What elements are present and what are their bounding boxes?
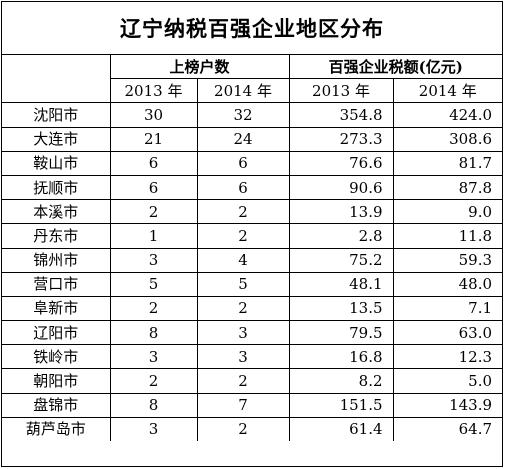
tax-table: 上榜户数 百强企业税额(亿元) 2013 年 2014 年 2013 年 201… (2, 55, 503, 441)
tax-2014-cell: 7.1 (392, 295, 503, 322)
count-2014-cell: 4 (196, 247, 290, 273)
table-row: 铁岭市 3 3 16.8 12.3 (2, 344, 503, 370)
city-cell: 朝阳市 (2, 368, 111, 394)
tax-2014-cell: 308.6 (392, 126, 503, 152)
city-cell: 锦州市 (2, 247, 111, 273)
count-2014-cell: 2 (196, 368, 290, 394)
table-row: 抚顺市 6 6 90.6 87.8 (2, 174, 503, 201)
count-2013-cell: 3 (109, 416, 198, 441)
header-count-group: 上榜户数 (109, 55, 290, 80)
header-row-years: 2013 年 2014 年 2013 年 2014 年 (2, 78, 503, 104)
city-cell: 铁岭市 (2, 344, 111, 370)
tax-2014-cell: 59.3 (392, 247, 503, 273)
count-2014-cell: 32 (196, 102, 290, 128)
count-2013-cell: 2 (109, 295, 198, 322)
tax-2013-cell: 2.8 (288, 223, 394, 249)
city-cell: 沈阳市 (2, 102, 111, 128)
tax-2013-cell: 151.5 (288, 392, 394, 418)
table-row: 本溪市 2 2 13.9 9.0 (2, 199, 503, 225)
count-2013-cell: 5 (109, 271, 198, 297)
table-row: 锦州市 3 4 75.2 59.3 (2, 247, 503, 273)
tax-2013-cell: 16.8 (288, 344, 394, 370)
count-2014-cell: 3 (196, 344, 290, 370)
tax-2013-cell: 75.2 (288, 247, 394, 273)
count-2014-cell: 2 (196, 223, 290, 249)
tax-2013-cell: 79.5 (288, 320, 394, 346)
count-2013-cell: 3 (109, 344, 198, 370)
header-row-group: 上榜户数 百强企业税额(亿元) (2, 55, 503, 104)
count-2014-cell: 7 (196, 392, 290, 418)
city-cell: 盘锦市 (2, 392, 111, 418)
table-row: 盘锦市 8 7 151.5 143.9 (2, 392, 503, 418)
table-body: 沈阳市 30 32 354.8 424.0 大连市 21 24 273.3 308.6 鞍山市 6 6 7… (2, 102, 503, 441)
count-2014-cell: 6 (196, 150, 290, 176)
tax-2013-cell: 76.6 (288, 150, 394, 176)
tax-2014-cell: 424.0 (392, 102, 503, 128)
tax-2013-cell: 13.5 (288, 295, 394, 322)
table-row: 营口市 5 5 48.1 48.0 (2, 271, 503, 297)
city-cell: 本溪市 (2, 199, 111, 225)
count-2013-cell: 8 (109, 320, 198, 346)
table-title: 辽宁纳税百强企业地区分布 (2, 2, 502, 55)
table-row: 朝阳市 2 2 8.2 5.0 (2, 368, 503, 394)
tax-2014-cell: 5.0 (392, 368, 503, 394)
count-2013-cell: 6 (109, 150, 198, 176)
count-2014-cell: 6 (196, 174, 290, 201)
table-row: 辽阳市 8 3 79.5 63.0 (2, 320, 503, 346)
city-cell: 辽阳市 (2, 320, 111, 346)
count-2014-cell: 2 (196, 295, 290, 322)
count-2013-cell: 3 (109, 247, 198, 273)
tax-2014-cell: 11.8 (392, 223, 503, 249)
count-2014-cell: 5 (196, 271, 290, 297)
count-2014-cell: 24 (196, 126, 290, 152)
city-cell: 营口市 (2, 271, 111, 297)
header-tax-2013: 2013 年 (288, 78, 394, 104)
tax-2014-cell: 9.0 (392, 199, 503, 225)
tax-2013-cell: 61.4 (288, 416, 394, 441)
table-row: 丹东市 1 2 2.8 11.8 (2, 223, 503, 249)
header-count-2014: 2014 年 (196, 78, 290, 104)
table-row: 阜新市 2 2 13.5 7.1 (2, 295, 503, 322)
header-tax-group: 百强企业税额(亿元) (288, 55, 503, 80)
table-row: 大连市 21 24 273.3 308.6 (2, 126, 503, 152)
header-city-blank (2, 55, 111, 104)
tax-2014-cell: 64.7 (392, 416, 503, 441)
tax-2014-cell: 48.0 (392, 271, 503, 297)
city-cell: 丹东市 (2, 223, 111, 249)
table-row: 沈阳市 30 32 354.8 424.0 (2, 102, 503, 128)
header-count-2013: 2013 年 (110, 78, 198, 104)
tax-2014-cell: 81.7 (392, 150, 503, 176)
table-row: 葫芦岛市 3 2 61.4 64.7 (2, 416, 503, 441)
count-2013-cell: 6 (109, 174, 198, 201)
city-cell: 抚顺市 (2, 174, 111, 201)
count-2013-cell: 1 (109, 223, 198, 249)
header-tax-2014: 2014 年 (392, 78, 503, 104)
count-2014-cell: 3 (196, 320, 290, 346)
city-cell: 葫芦岛市 (2, 416, 111, 441)
tax-2014-cell: 143.9 (392, 392, 503, 418)
city-cell: 鞍山市 (2, 150, 111, 176)
tax-2013-cell: 48.1 (288, 271, 394, 297)
city-cell: 阜新市 (2, 295, 111, 322)
city-cell: 大连市 (2, 126, 111, 152)
count-2014-cell: 2 (196, 416, 290, 441)
count-2013-cell: 2 (109, 199, 198, 225)
count-2013-cell: 21 (109, 126, 198, 152)
tax-2013-cell: 13.9 (288, 199, 394, 225)
tax-2013-cell: 90.6 (288, 174, 394, 201)
count-2013-cell: 2 (109, 368, 198, 394)
table-row: 鞍山市 6 6 76.6 81.7 (2, 150, 503, 176)
tax-2013-cell: 273.3 (288, 126, 394, 152)
tax-2013-cell: 8.2 (288, 368, 394, 394)
tax-2014-cell: 12.3 (392, 344, 503, 370)
count-2013-cell: 30 (109, 102, 198, 128)
count-2013-cell: 8 (109, 392, 198, 418)
tax-2013-cell: 354.8 (288, 102, 394, 128)
count-2014-cell: 2 (196, 199, 290, 225)
tax-2014-cell: 63.0 (392, 320, 503, 346)
tax-2014-cell: 87.8 (392, 174, 503, 201)
